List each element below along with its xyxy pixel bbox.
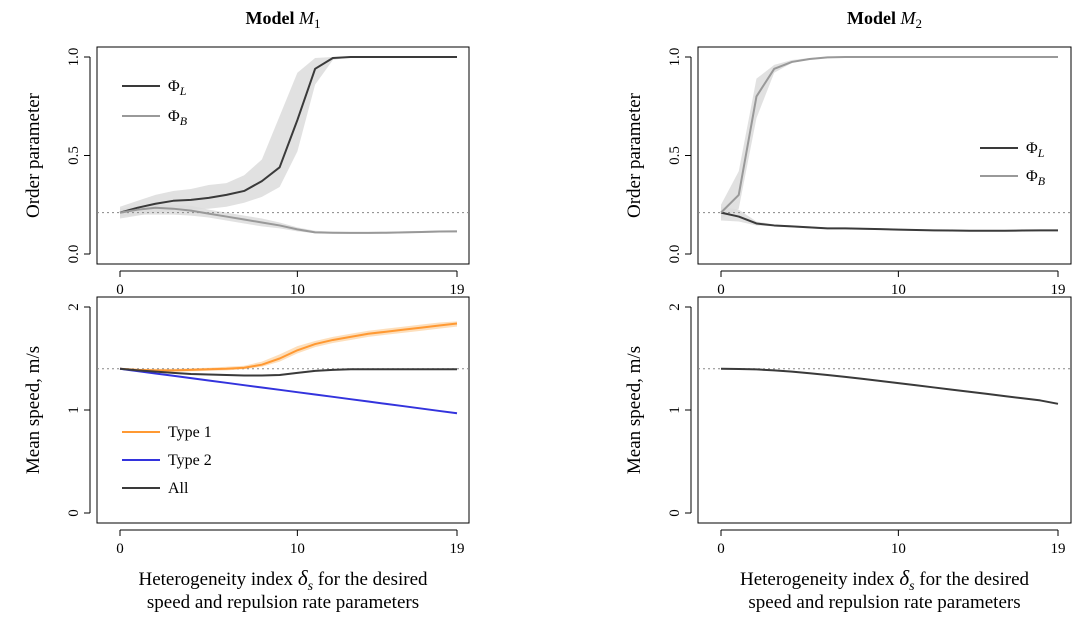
- x-tick-label: 10: [290, 282, 305, 298]
- confidence-band-0: [120, 57, 457, 219]
- y-tick-label: 1: [66, 406, 82, 414]
- series-line-0: [720, 367, 1059, 405]
- x-axis-label-line2: speed and repulsion rate parameters: [748, 592, 1020, 613]
- legend-label-0: ΦL: [168, 78, 187, 98]
- x-tick-label: 0: [717, 282, 725, 298]
- x-tick-label: 19: [450, 541, 465, 557]
- x-tick-label: 10: [891, 282, 906, 298]
- x-tick-label: 10: [290, 541, 305, 557]
- legend-label-0: Type 1: [168, 424, 212, 441]
- x-axis-label-line2: speed and repulsion rate parameters: [147, 592, 419, 613]
- confidence-band-1: [721, 57, 1058, 219]
- y-tick-label: 1.0: [66, 48, 82, 67]
- series-line-1: [119, 367, 458, 415]
- x-axis-label-line1: Heterogeneity index δs for the desired: [138, 566, 428, 594]
- series-line-1: [119, 206, 458, 234]
- series-line-2: [119, 367, 457, 377]
- plot-frame: [697, 296, 1072, 524]
- confidence-band-0: [721, 206, 1058, 232]
- legend-label-0: ΦL: [1026, 140, 1045, 160]
- y-tick-label: 1: [667, 406, 683, 414]
- plot-frame: [96, 296, 470, 524]
- series-line-0: [119, 322, 458, 372]
- x-axis-label-line1: Heterogeneity index δs for the desired: [740, 566, 1030, 594]
- x-tick-label: 0: [116, 541, 124, 557]
- legend-label-1: Type 2: [168, 452, 212, 469]
- legend-label-2: All: [168, 480, 189, 497]
- x-tick-label: 0: [116, 282, 124, 298]
- m1-order-panel: 0 10 19 0.0 0.5 1.0 Order parameter Model M1 ΦL Φ…: [23, 8, 470, 298]
- x-tick-label: 10: [891, 541, 906, 557]
- legend-label-1: ΦB: [1026, 168, 1046, 188]
- y-axis-label: Mean speed, m/s: [23, 346, 44, 474]
- x-tick-label: 19: [1051, 541, 1066, 557]
- legend-label-1: ΦB: [168, 108, 188, 128]
- y-axis-label: Mean speed, m/s: [624, 346, 645, 474]
- x-tick-label: 19: [450, 282, 465, 298]
- y-tick-label: 0: [66, 509, 82, 517]
- y-tick-label: 0.5: [667, 146, 683, 165]
- x-tick-label: 19: [1051, 282, 1066, 298]
- plot-frame: [96, 46, 470, 265]
- series-line-0: [720, 211, 1058, 232]
- series-line-1: [720, 56, 1058, 214]
- y-tick-label: 0.0: [667, 245, 683, 264]
- y-axis-label: Order parameter: [23, 92, 44, 218]
- y-tick-label: 1.0: [667, 48, 683, 67]
- y-axis-label: Order parameter: [624, 92, 645, 218]
- y-tick-label: 2: [667, 303, 683, 311]
- m1-speed-panel: 0 10 19 0 1 2 Mean speed, m/s Heterogeneity ind…: [23, 296, 470, 613]
- plot-frame: [697, 46, 1072, 265]
- panel-title: Model M2: [847, 8, 922, 31]
- panel-title: Model M1: [246, 8, 321, 31]
- y-tick-label: 0.5: [66, 146, 82, 165]
- series-line-0: [119, 56, 457, 214]
- x-tick-label: 0: [717, 541, 725, 557]
- y-tick-label: 0.0: [66, 245, 82, 264]
- y-tick-label: 0: [667, 509, 683, 517]
- m2-order-panel: 0 10 19 0.0 0.5 1.0 Order parameter Model M2 ΦL Φ…: [624, 8, 1072, 298]
- y-tick-label: 2: [66, 303, 82, 311]
- m2-speed-panel: 0 10 19 0 1 2 Mean speed, m/s Heterogeneity ind…: [624, 296, 1072, 613]
